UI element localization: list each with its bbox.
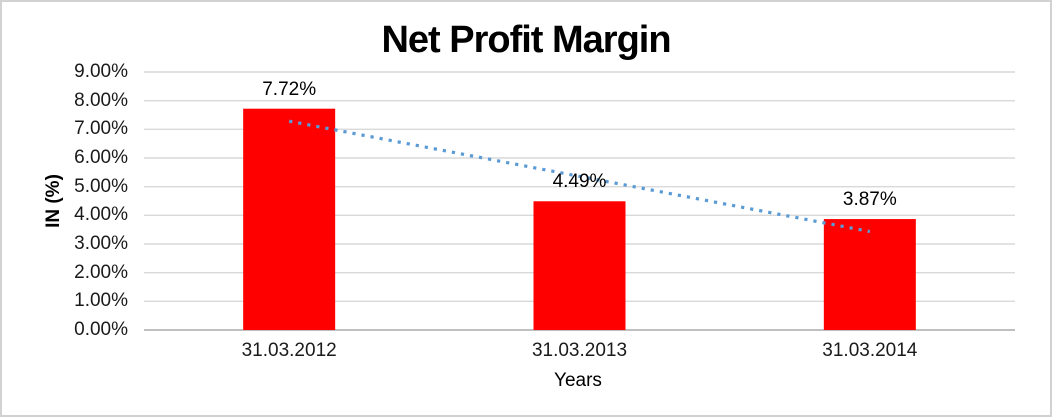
y-tick-label: 2.00%	[74, 261, 128, 283]
bar-value-label: 7.72%	[262, 78, 317, 100]
linear-trendline	[288, 119, 871, 234]
y-tick-label: 7.00%	[74, 118, 128, 140]
bar-value-label: 3.87%	[842, 189, 897, 211]
bar-31.03.2014	[823, 219, 916, 330]
y-tick-label: 4.00%	[74, 204, 128, 226]
y-tick-label: 1.00%	[74, 290, 128, 312]
x-axis-title: Years	[554, 370, 602, 391]
chart-title: Net Profit Margin	[381, 19, 671, 61]
x-category-label: 31.03.2012	[241, 340, 337, 361]
y-tick-label: 3.00%	[74, 233, 128, 254]
y-tick-label: 6.00%	[74, 147, 128, 168]
bar-31.03.2013	[533, 201, 626, 330]
x-category-label: 31.03.2014	[822, 340, 918, 361]
y-tick-label: 8.00%	[74, 89, 128, 111]
bar-value-label: 4.49%	[552, 171, 607, 193]
y-tick-label: 5.00%	[74, 175, 128, 197]
y-tick-label: 9.00%	[74, 61, 128, 82]
y-tick-label: 0.00%	[74, 319, 128, 340]
bar-31.03.2012	[243, 108, 336, 331]
x-category-label: 31.03.2013	[531, 340, 628, 361]
